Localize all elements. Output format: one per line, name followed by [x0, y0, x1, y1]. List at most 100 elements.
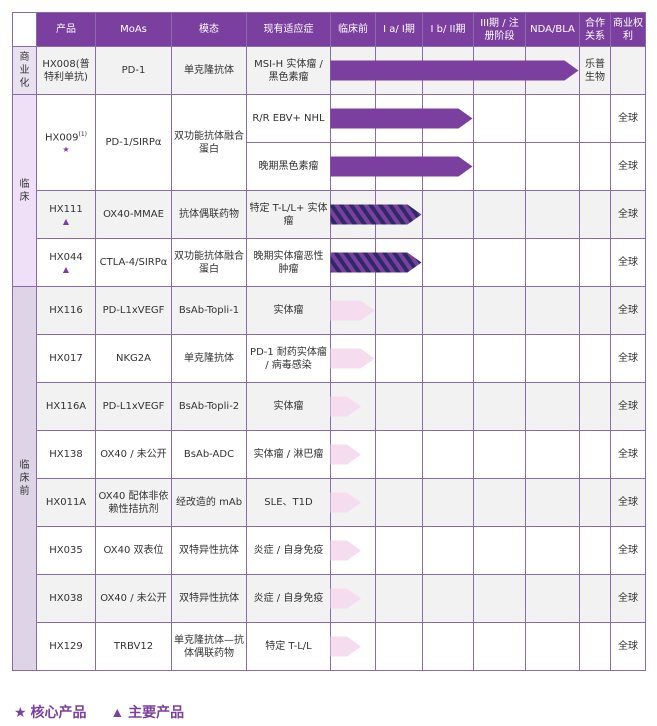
header-indication: 现有适应症 [246, 12, 331, 47]
table-row: HX129 TRBV12 单克隆抗体—抗体偶联药物 特定 T-L/L 全球 [13, 622, 646, 671]
indication: 晚期实体瘤恶性肿瘤 [246, 238, 331, 287]
phase-cell [375, 574, 423, 623]
phase-cell [473, 334, 526, 383]
phase-cell [375, 94, 423, 143]
pipeline-body: 商业化 HX008(普特利单抗) PD-1 单克隆抗体 MSI-H 实体瘤 / 黑色素瘤… [12, 46, 646, 671]
phase-cell [525, 430, 580, 479]
legend-main-product: ▲ 主要产品 [110, 704, 185, 720]
phase-cell [422, 430, 474, 479]
phase-cell [473, 430, 526, 479]
pipeline-table: 产品 MoAs 模态 现有适应症 临床前 I a/ I期 I b/ II期 II… [12, 12, 646, 671]
phase-cell [375, 334, 423, 383]
product-name: HX116 [36, 286, 96, 335]
product-name-text: HX111 [49, 204, 83, 215]
phase-cell [422, 382, 474, 431]
table-row: 商业化 HX008(普特利单抗) PD-1 单克隆抗体 MSI-H 实体瘤 / 黑色素瘤… [12, 46, 646, 95]
header-modality: 模态 [171, 12, 247, 47]
phase-cell [375, 286, 423, 335]
modality: BsAb-ADC [171, 430, 247, 479]
partner [579, 142, 611, 191]
partner [579, 478, 611, 527]
table-row: HX038 OX40 / 未公开 双特异性抗体 炎症 / 自身免疫 全球 [13, 574, 646, 623]
commercial-rights: 全球 [610, 238, 646, 287]
modality: BsAb-Topli-1 [171, 286, 247, 335]
table-row: HX035 OX40 双表位 双特异性抗体 炎症 / 自身免疫 全球 [13, 526, 646, 575]
header-phase-preclinical: 临床前 [330, 12, 376, 47]
phase-cell [330, 238, 376, 287]
phase-cell [525, 526, 580, 575]
commercial-rights: 全球 [610, 622, 646, 671]
header-partner: 合作关系 [579, 12, 611, 47]
legend-core-product: ★ 核心产品 [14, 704, 87, 720]
phase-cell [422, 190, 474, 239]
modality: 单克隆抗体 [171, 334, 247, 383]
header-stage [12, 12, 37, 47]
partner: 乐普生物 [579, 46, 611, 95]
modality: BsAb-Topli-2 [171, 382, 247, 431]
product-name-text: HX035 [49, 545, 83, 556]
commercial-rights: 全球 [610, 142, 646, 191]
table-row: 临床 HX009(1) ★ PD-1/SIRPα 双功能抗体融合蛋白 R/R EBV+ N… [12, 94, 646, 287]
product-name-text: HX129 [49, 641, 83, 652]
indication: PD-1 耐药实体瘤 / 病毒感染 [246, 334, 331, 383]
phase-cell [525, 238, 580, 287]
indication: 实体瘤 [246, 382, 331, 431]
phase-cell [473, 190, 526, 239]
product-name-text: HX116A [45, 401, 87, 412]
moa: CTLA-4/SIRPα [95, 238, 172, 287]
product-name-text: HX038 [49, 593, 83, 604]
phase-cell [375, 478, 423, 527]
phase-cell [375, 622, 423, 671]
product-name: HX111 ▲ [36, 190, 96, 239]
phase-cell [422, 334, 474, 383]
phase-cell [422, 238, 474, 287]
commercial-rights: 全球 [610, 430, 646, 479]
partner [579, 94, 611, 143]
moa: OX40 双表位 [95, 526, 172, 575]
phase-cell [330, 286, 376, 335]
modality: 经改造的 mAb [171, 478, 247, 527]
moa: PD-L1xVEGF [95, 286, 172, 335]
partner [579, 286, 611, 335]
phase-cell [330, 526, 376, 575]
phase-cell [473, 382, 526, 431]
product-name-text: HX044 [49, 252, 83, 263]
product-name: HX138 [36, 430, 96, 479]
phase-cell [330, 94, 376, 143]
header-rights: 商业权利 [610, 12, 646, 47]
product-name-text: HX011A [45, 497, 87, 508]
phase-cell [330, 430, 376, 479]
modality: 单克隆抗体 [171, 46, 247, 95]
header-phase-1b-2: I b/ II期 [422, 12, 474, 47]
header-phase-3: III期 / 注册阶段 [473, 12, 526, 47]
partner [579, 430, 611, 479]
phase-cell [375, 142, 423, 191]
product-name: HX011A [36, 478, 96, 527]
partner [579, 190, 611, 239]
phase-cell [330, 574, 376, 623]
moa: PD-1/SIRPα [95, 94, 172, 191]
stage-label-clinical: 临床 [12, 94, 37, 287]
moa: OX40 配体非依赖性拮抗剂 [95, 478, 172, 527]
commercial-rights: 全球 [610, 382, 646, 431]
phase-cell [525, 334, 580, 383]
product-name-text: HX008(普特利单抗) [42, 58, 90, 83]
commercial-rights: 全球 [610, 190, 646, 239]
phase-cell [525, 574, 580, 623]
moa: OX40-MMAE [95, 190, 172, 239]
phase-cell [473, 94, 526, 143]
phase-cell [375, 238, 423, 287]
legend: ★ 核心产品 ▲ 主要产品 [14, 702, 204, 722]
modality: 双功能抗体融合蛋白 [171, 238, 247, 287]
phase-cell [525, 286, 580, 335]
product-footnote: (1) [78, 130, 87, 138]
phase-cell [330, 382, 376, 431]
phase-cell [422, 94, 474, 143]
product-name-text: HX138 [49, 449, 83, 460]
partner [579, 382, 611, 431]
modality: 双功能抗体融合蛋白 [171, 94, 247, 191]
phase-cell [525, 142, 580, 191]
phase-cell [525, 94, 580, 143]
product-name: HX044 ▲ [36, 238, 96, 287]
modality: 双特异性抗体 [171, 526, 247, 575]
